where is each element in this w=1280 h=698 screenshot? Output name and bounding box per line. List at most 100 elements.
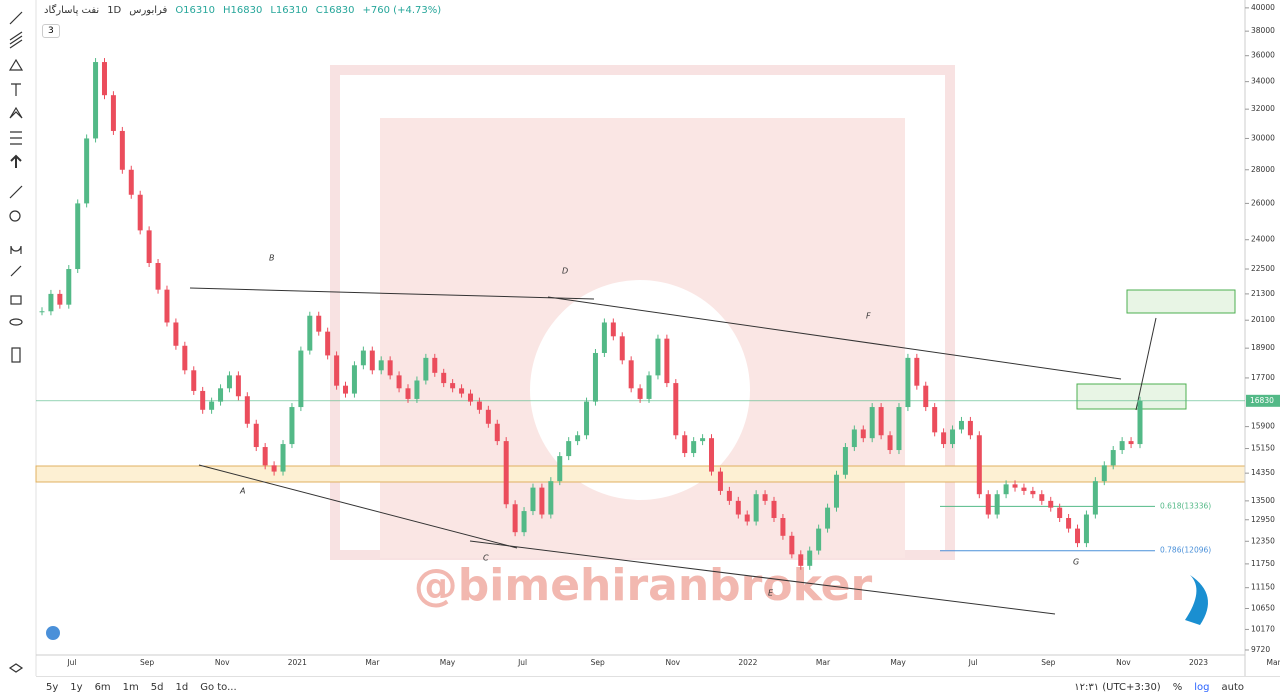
log-toggle[interactable]: log [1194, 682, 1210, 693]
auto-toggle[interactable]: auto [1221, 682, 1244, 693]
candle-body [816, 528, 822, 551]
indicators-toggle[interactable]: 3 [42, 24, 60, 38]
candle-body [396, 375, 402, 389]
target-box [1126, 289, 1236, 314]
candle-body [1021, 487, 1027, 491]
range-button[interactable]: 1y [70, 682, 83, 693]
candle-body [137, 194, 143, 231]
candle-body [807, 550, 813, 566]
interval[interactable]: 1D [107, 5, 122, 16]
candle-body [1092, 481, 1098, 515]
range-button[interactable]: 5y [46, 682, 59, 693]
x-tick-label: Sep [1041, 658, 1055, 667]
last-price-badge [1246, 394, 1280, 407]
candle-body [226, 375, 232, 389]
clock[interactable]: ۱۲:۳۱ (UTC+3:30) [1074, 682, 1161, 693]
wave-label: A [239, 487, 245, 496]
candle-body [334, 355, 340, 386]
candle-body [1039, 494, 1045, 501]
watermark-frame [330, 65, 955, 560]
y-tick-label: 15150 [1251, 444, 1275, 453]
candle-body [66, 269, 72, 305]
candle-body [628, 360, 634, 389]
candle-body [110, 95, 116, 131]
candle-body [307, 315, 313, 351]
x-tick-label: 2022 [738, 658, 757, 667]
x-tick-label: 2023 [1189, 658, 1208, 667]
candle-body [351, 365, 357, 394]
x-tick-label: Jul [968, 658, 978, 667]
y-tick-label: 18900 [1251, 343, 1275, 352]
candle-body [717, 471, 723, 491]
candle-body [548, 481, 554, 515]
candle-body [825, 507, 831, 529]
goto-button[interactable]: Go to... [200, 682, 237, 693]
candle-body [485, 409, 491, 424]
y-tick-label: 38000 [1251, 26, 1275, 35]
candle-body [691, 441, 697, 454]
x-tick-label: 2021 [288, 658, 307, 667]
y-tick-label: 17700 [1251, 373, 1275, 382]
symbol: نفت پاسارگاد [44, 5, 100, 16]
candle-body [101, 62, 107, 96]
y-tick-label: 13500 [1251, 496, 1275, 505]
candle-body [610, 322, 616, 337]
candle-body [467, 393, 473, 402]
exchange: فرابورس [129, 5, 168, 16]
candle-body [575, 435, 581, 442]
tv-logo[interactable] [46, 626, 60, 640]
candle-body [869, 407, 875, 439]
candle-body [709, 438, 715, 472]
candle-body [905, 357, 911, 408]
candle-body [601, 322, 607, 353]
candle-body [316, 315, 322, 332]
y-tick-label: 15900 [1251, 422, 1275, 431]
candle-body [253, 423, 259, 448]
candle-body [798, 554, 804, 566]
candle-body [57, 293, 63, 305]
candle-body [950, 429, 956, 445]
y-tick-label: 12350 [1251, 536, 1275, 545]
candle-body [450, 383, 456, 389]
range-button[interactable]: 1d [175, 682, 189, 693]
candle-body [539, 487, 545, 515]
y-tick-label: 36000 [1251, 51, 1275, 60]
candles [39, 58, 1143, 570]
x-tick-label: Nov [215, 658, 230, 667]
wave-label: F [866, 312, 871, 321]
fib-label: 0.786(12096) [1160, 546, 1211, 555]
candle-body [584, 401, 590, 436]
y-tick-label: 26000 [1251, 198, 1275, 207]
candle-body [521, 511, 527, 533]
candle-body [164, 289, 170, 323]
candle-body [673, 383, 679, 436]
watermark-logo [380, 118, 905, 558]
candle-body [619, 336, 625, 361]
price-axis [1245, 0, 1280, 676]
wave-label: G [1073, 558, 1079, 567]
candle-body [941, 432, 947, 445]
candle-body [976, 435, 982, 495]
candle-body [530, 487, 536, 512]
range-button[interactable]: 5d [150, 682, 164, 693]
ohlc-high: H16830 [223, 5, 263, 16]
candle-body [423, 357, 429, 381]
candle-body [128, 169, 134, 195]
candle-body [432, 357, 438, 373]
y-tick-label: 21300 [1251, 289, 1275, 298]
tool-icons[interactable] [8, 11, 24, 673]
candle-body [512, 504, 518, 533]
candle-body [860, 429, 866, 439]
y-tick-label: 12950 [1251, 515, 1275, 524]
broker-logo [1185, 575, 1208, 625]
range-button[interactable]: 6m [94, 682, 111, 693]
candle-body [244, 396, 250, 424]
candle-body [735, 500, 741, 515]
candle-body [414, 380, 420, 399]
range-button[interactable]: 1m [122, 682, 139, 693]
candle-body [378, 360, 384, 371]
candle-body [896, 407, 902, 451]
percent-toggle[interactable]: % [1172, 682, 1183, 693]
candle-body [459, 388, 465, 394]
